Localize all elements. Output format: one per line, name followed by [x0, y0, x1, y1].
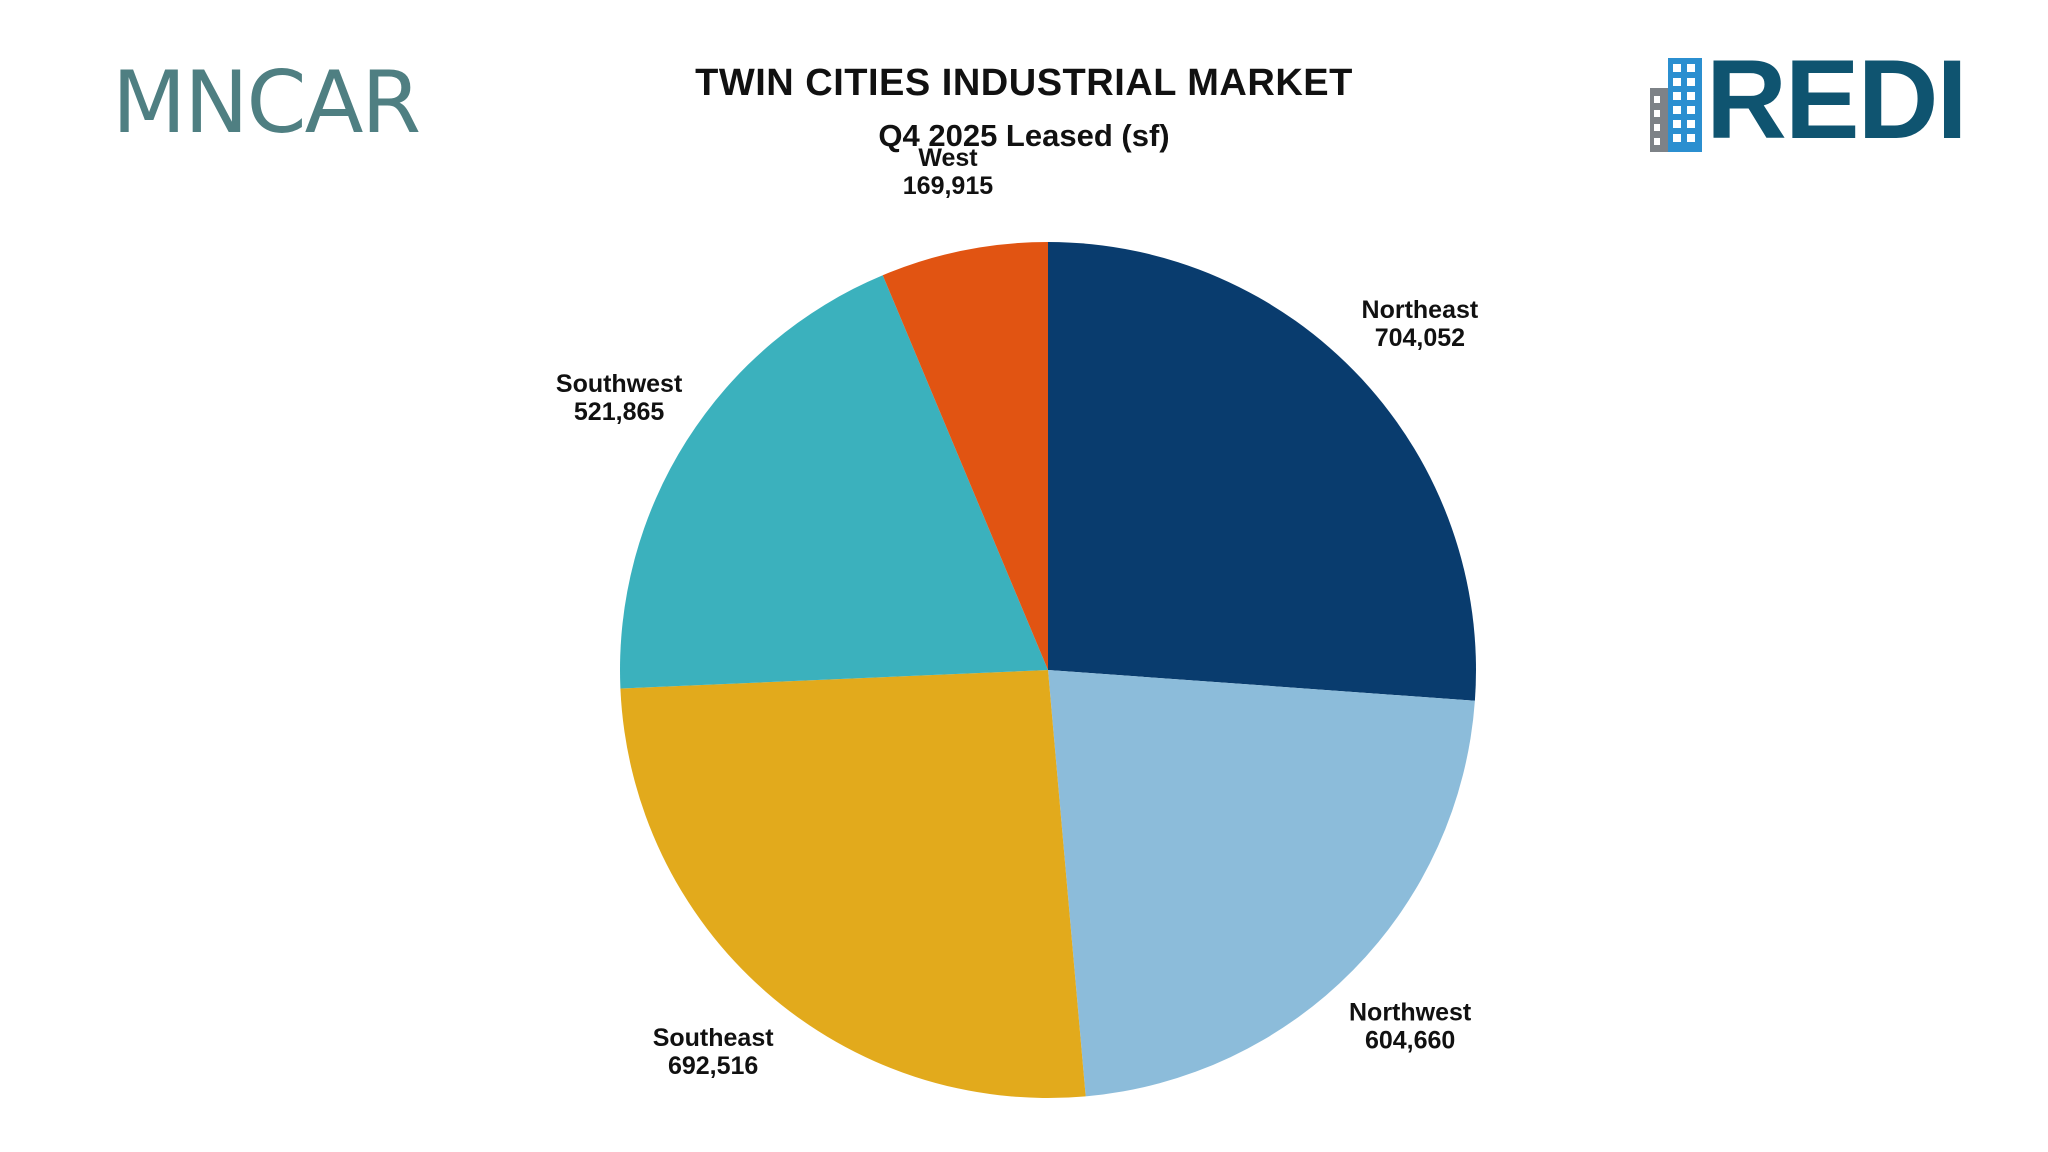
pie-slice-southwest [620, 275, 1048, 689]
slice-value-northwest: 604,660 [1365, 1026, 1455, 1054]
redi-logo-text: REDI [1706, 37, 1968, 162]
slice-value-west: 169,915 [903, 172, 993, 200]
redi-logo: REDI [1648, 44, 1968, 156]
slice-label-west: West [918, 144, 978, 172]
building-icon [1650, 58, 1702, 152]
pie-slice-northwest [1048, 670, 1475, 1097]
mncar-logo: MNCAR [112, 60, 421, 146]
slice-label-southwest: Southwest [556, 370, 683, 398]
pie-slice-southeast [620, 670, 1086, 1098]
pie-slice-west [882, 242, 1048, 670]
slice-label-northeast: Northeast [1362, 296, 1479, 324]
mncar-logo-text: MNCAR [112, 53, 421, 153]
slice-value-southeast: 692,516 [668, 1052, 758, 1080]
chart-title: TWIN CITIES INDUSTRIAL MARKET [695, 62, 1353, 104]
chart-subtitle: Q4 2025 Leased (sf) [878, 118, 1170, 153]
pie-slice-northeast [1048, 242, 1477, 701]
slice-value-northeast: 704,052 [1375, 324, 1465, 352]
slice-value-southwest: 521,865 [574, 398, 664, 426]
slice-label-southeast: Southeast [653, 1024, 775, 1052]
slice-label-northwest: Northwest [1349, 998, 1472, 1026]
